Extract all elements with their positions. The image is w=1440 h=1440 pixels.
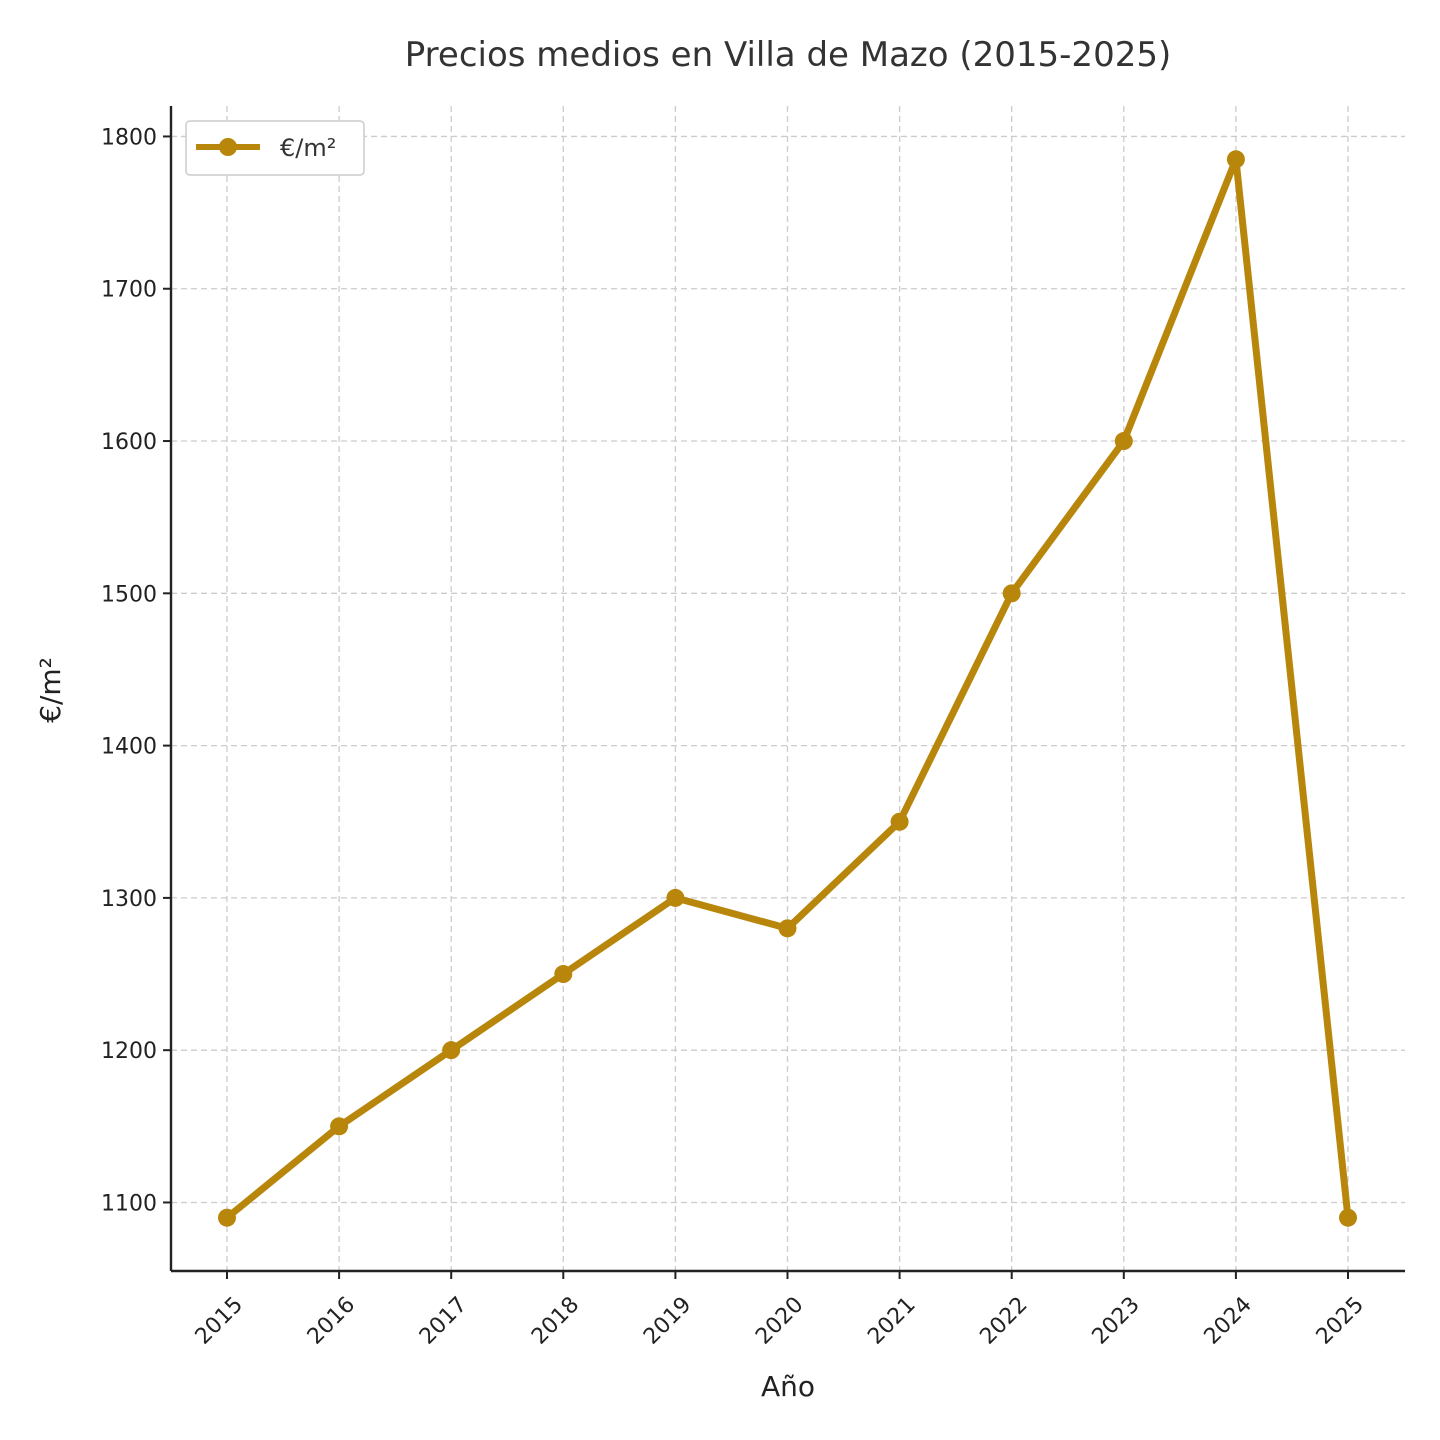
data-point xyxy=(1002,584,1021,603)
data-point xyxy=(1114,432,1133,451)
legend-marker-icon xyxy=(219,138,237,156)
y-ticks: 1100 1200 1300 1400 1500 1600 1700 1800 xyxy=(101,125,171,1216)
data-point xyxy=(778,919,797,938)
data-point xyxy=(442,1041,461,1060)
grid xyxy=(171,106,1405,1271)
chart-title: Precios medios en Villa de Mazo (2015-20… xyxy=(405,35,1171,75)
data-point xyxy=(330,1117,349,1136)
y-tick-label: 1400 xyxy=(101,735,157,760)
data-point xyxy=(218,1208,236,1227)
legend-label: €/m² xyxy=(280,134,336,162)
data-point xyxy=(1339,1208,1357,1227)
y-tick-label: 1600 xyxy=(101,430,157,455)
data-point xyxy=(1226,150,1245,169)
y-tick-label: 1700 xyxy=(101,278,157,303)
data-point xyxy=(890,812,909,831)
y-axis-label: €/m² xyxy=(34,657,67,723)
y-tick-label: 1100 xyxy=(101,1191,157,1216)
y-tick-label: 1800 xyxy=(101,125,157,150)
data-point xyxy=(666,888,685,907)
y-tick-label: 1300 xyxy=(101,887,157,912)
legend: €/m² xyxy=(185,120,365,176)
series xyxy=(218,150,1357,1227)
x-axis-label: Año xyxy=(761,1370,815,1403)
y-tick-label: 1500 xyxy=(101,582,157,607)
y-tick-label: 1200 xyxy=(101,1039,157,1064)
legend-box xyxy=(185,120,365,176)
data-point xyxy=(554,965,573,984)
